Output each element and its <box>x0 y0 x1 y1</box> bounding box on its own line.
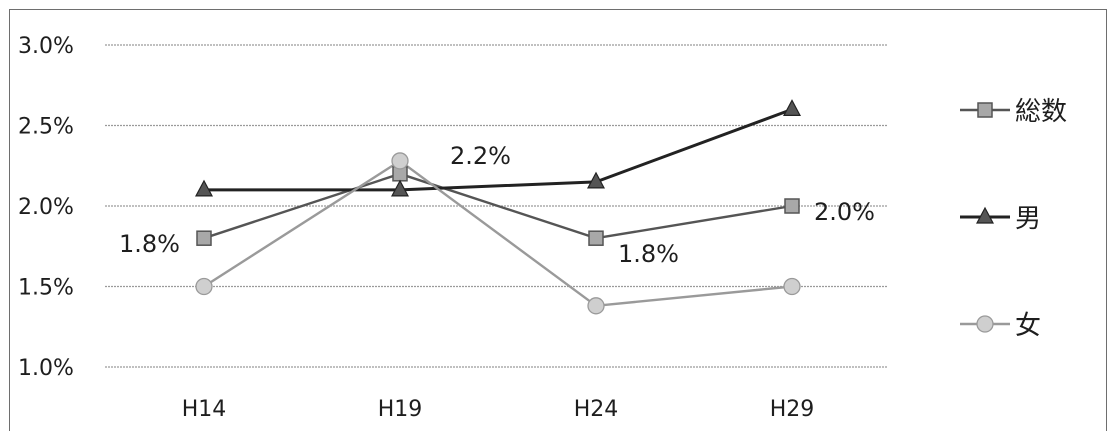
data-label: 1.8% <box>618 240 679 268</box>
y-tick-label: 2.0% <box>18 195 74 220</box>
legend-label: 男 <box>1015 204 1041 234</box>
data-point <box>391 152 409 170</box>
data-point <box>195 179 213 197</box>
data-point <box>196 230 212 246</box>
series-line <box>204 107 793 192</box>
data-point <box>587 297 605 315</box>
legend-marker <box>976 206 994 224</box>
data-point <box>783 99 801 117</box>
legend-label: 女 <box>1015 311 1041 341</box>
x-tick-label: H19 <box>378 397 423 422</box>
legend-marker <box>977 102 993 118</box>
y-tick-label: 1.0% <box>18 356 74 381</box>
data-point <box>783 277 801 296</box>
x-tick-label: H24 <box>574 397 619 422</box>
chart-frame <box>9 9 1107 431</box>
y-tick-label: 3.0% <box>18 34 74 59</box>
series-markers <box>195 99 801 315</box>
data-label: 1.8% <box>119 230 180 258</box>
data-label: 2.2% <box>450 142 511 170</box>
x-tick-label: H14 <box>182 397 227 422</box>
data-labels: 1.8% 2.2% 1.8% 2.0% <box>119 142 875 268</box>
series-lines <box>203 107 793 308</box>
gridlines <box>105 44 888 368</box>
data-point <box>391 179 409 197</box>
series-line <box>203 172 793 240</box>
legend-label: 総数 <box>1015 97 1067 127</box>
data-label: 2.0% <box>814 198 875 226</box>
x-tick-label: H29 <box>770 397 815 422</box>
y-tick-label: 2.5% <box>18 115 74 140</box>
y-tick-label: 1.5% <box>18 276 74 301</box>
legend-marker <box>976 315 994 333</box>
y-axis-ticks: 3.0% 2.5% 2.0% 1.5% 1.0% <box>18 34 74 381</box>
x-axis-ticks: H14 H19 H24 H29 <box>182 397 815 422</box>
data-point <box>587 171 605 189</box>
series-line <box>203 159 793 308</box>
data-point <box>195 277 213 296</box>
data-point <box>588 230 604 246</box>
data-point <box>784 198 800 214</box>
